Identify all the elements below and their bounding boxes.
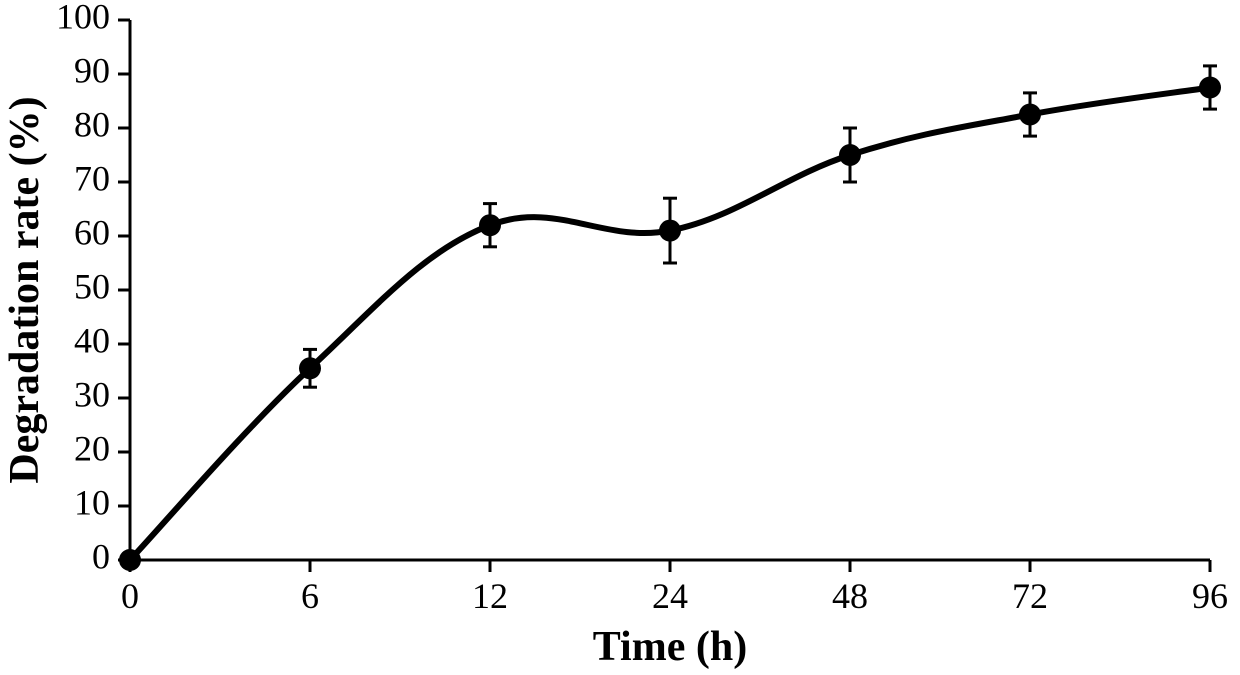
y-tick-label: 50	[74, 266, 110, 306]
degradation-chart: 0 10 20 30 40 50 60 70 80 90 100 0 6 12 24 48 72 96 Time (…	[0, 0, 1240, 675]
x-tick-label: 96	[1192, 576, 1228, 616]
x-tick-label: 24	[652, 576, 688, 616]
data-point	[299, 357, 321, 379]
y-tick-label: 80	[74, 104, 110, 144]
y-tick-label: 0	[92, 536, 110, 576]
data-point	[1019, 104, 1041, 126]
y-tick-label: 90	[74, 50, 110, 90]
data-point	[659, 220, 681, 242]
x-tick-label: 72	[1012, 576, 1048, 616]
y-tick-label: 10	[74, 482, 110, 522]
x-tick-label: 6	[301, 576, 319, 616]
y-tick-label: 100	[56, 0, 110, 36]
y-tick-label: 30	[74, 374, 110, 414]
x-tick-label: 12	[472, 576, 508, 616]
data-point	[119, 549, 141, 571]
chart-container: 0 10 20 30 40 50 60 70 80 90 100 0 6 12 24 48 72 96 Time (…	[0, 0, 1240, 675]
data-point	[1199, 77, 1221, 99]
y-axis-label: Degradation rate (%)	[2, 96, 48, 483]
data-point	[839, 144, 861, 166]
y-tick-label: 60	[74, 212, 110, 252]
data-point	[479, 214, 501, 236]
x-tick-label: 48	[832, 576, 868, 616]
y-tick-label: 40	[74, 320, 110, 360]
y-tick-label: 20	[74, 428, 110, 468]
y-tick-label: 70	[74, 158, 110, 198]
x-tick-label: 0	[121, 576, 139, 616]
chart-bg	[0, 0, 1240, 675]
x-axis-label: Time (h)	[593, 624, 747, 670]
